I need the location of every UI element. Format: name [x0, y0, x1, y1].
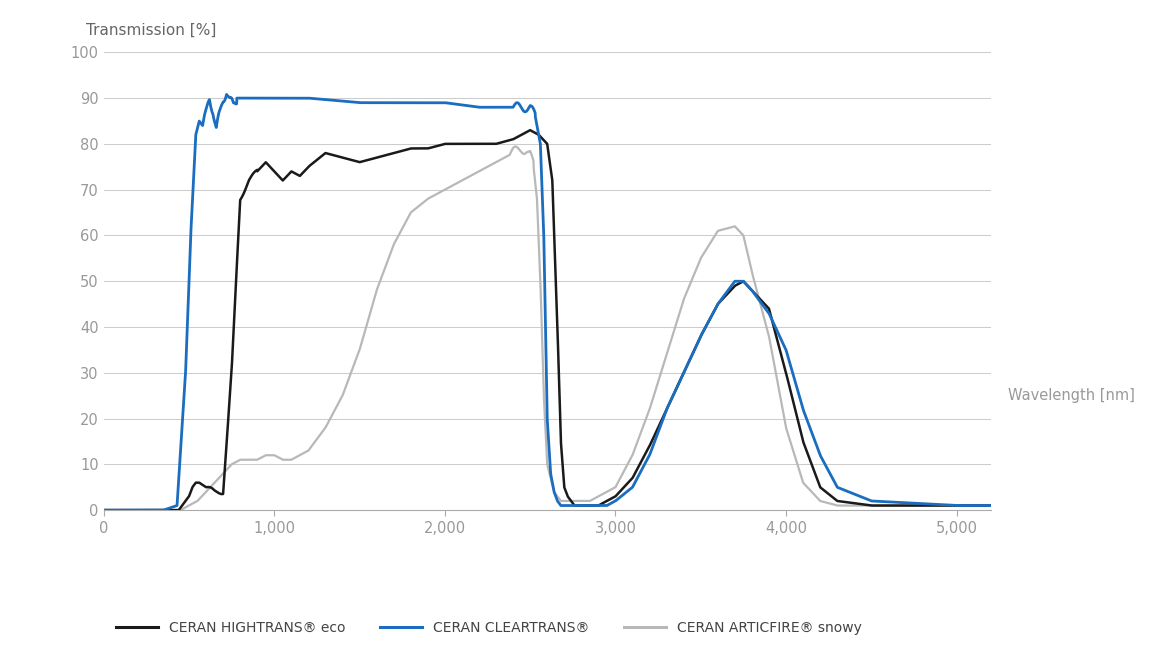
Text: Transmission [%]: Transmission [%] — [86, 23, 217, 38]
Legend: CERAN HIGHTRANS® eco, CERAN CLEARTRANS®, CERAN ARTICFIRE® snowy: CERAN HIGHTRANS® eco, CERAN CLEARTRANS®,… — [111, 615, 867, 640]
Text: Wavelength [nm]: Wavelength [nm] — [1008, 388, 1135, 403]
